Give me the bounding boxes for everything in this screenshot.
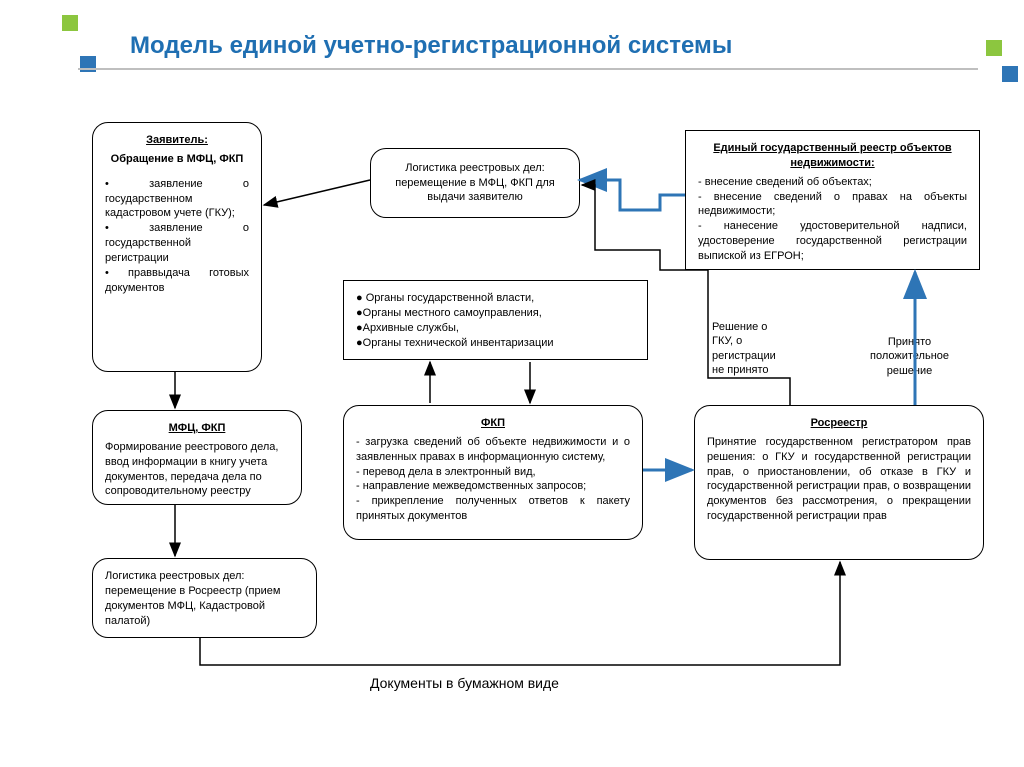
label-decision-no: Решение о ГКУ, о регистрации не принято [712, 320, 776, 377]
node-organs: ● Органы государственной власти, ●Органы… [343, 280, 648, 360]
node-egrn: Единый государственный реестр объектов н… [685, 130, 980, 270]
fkp-body: - загрузка сведений об объекте недвижимо… [356, 435, 630, 524]
title-underline [78, 68, 978, 70]
egrn-body: - внесение сведений об объектах; - внесе… [698, 175, 967, 264]
fkp-title: ФКП [356, 416, 630, 431]
decor-sq-2 [986, 40, 1002, 56]
node-applicant: Заявитель: Обращение в МФЦ, ФКП • заявле… [92, 122, 262, 372]
mfc-title: МФЦ, ФКП [105, 421, 289, 436]
node-rosreestr: Росреестр Принятие государственном регис… [694, 405, 984, 560]
rosreestr-title: Росреестр [707, 416, 971, 431]
applicant-subtitle: Обращение в МФЦ, ФКП [105, 152, 249, 167]
organs-body: ● Органы государственной власти, ●Органы… [356, 291, 635, 350]
label-footer: Документы в бумажном виде [370, 675, 559, 691]
node-mfc: МФЦ, ФКП Формирование реестрового дела, … [92, 410, 302, 505]
node-logistics-bottom: Логистика реестровых дел: перемещение в … [92, 558, 317, 638]
mfc-body: Формирование реестрового дела, ввод инфо… [105, 440, 289, 499]
applicant-body: • заявление о государственном кадастрово… [105, 177, 249, 296]
arrows-layer [0, 0, 1024, 767]
logistics-top-body: Логистика реестровых дел: перемещение в … [383, 161, 567, 206]
applicant-title: Заявитель: [105, 133, 249, 148]
decor-sq-3 [1002, 66, 1018, 82]
label-decision-yes: Принято положительное решение [870, 335, 949, 378]
page-title: Модель единой учетно-регистрационной сис… [130, 32, 732, 60]
egrn-title: Единый государственный реестр объектов н… [698, 141, 967, 171]
logistics-bottom-body: Логистика реестровых дел: перемещение в … [105, 569, 304, 628]
rosreestr-body: Принятие государственном регистратором п… [707, 435, 971, 524]
decor-sq-0 [62, 15, 78, 31]
node-logistics-top: Логистика реестровых дел: перемещение в … [370, 148, 580, 218]
node-fkp: ФКП - загрузка сведений об объекте недви… [343, 405, 643, 540]
